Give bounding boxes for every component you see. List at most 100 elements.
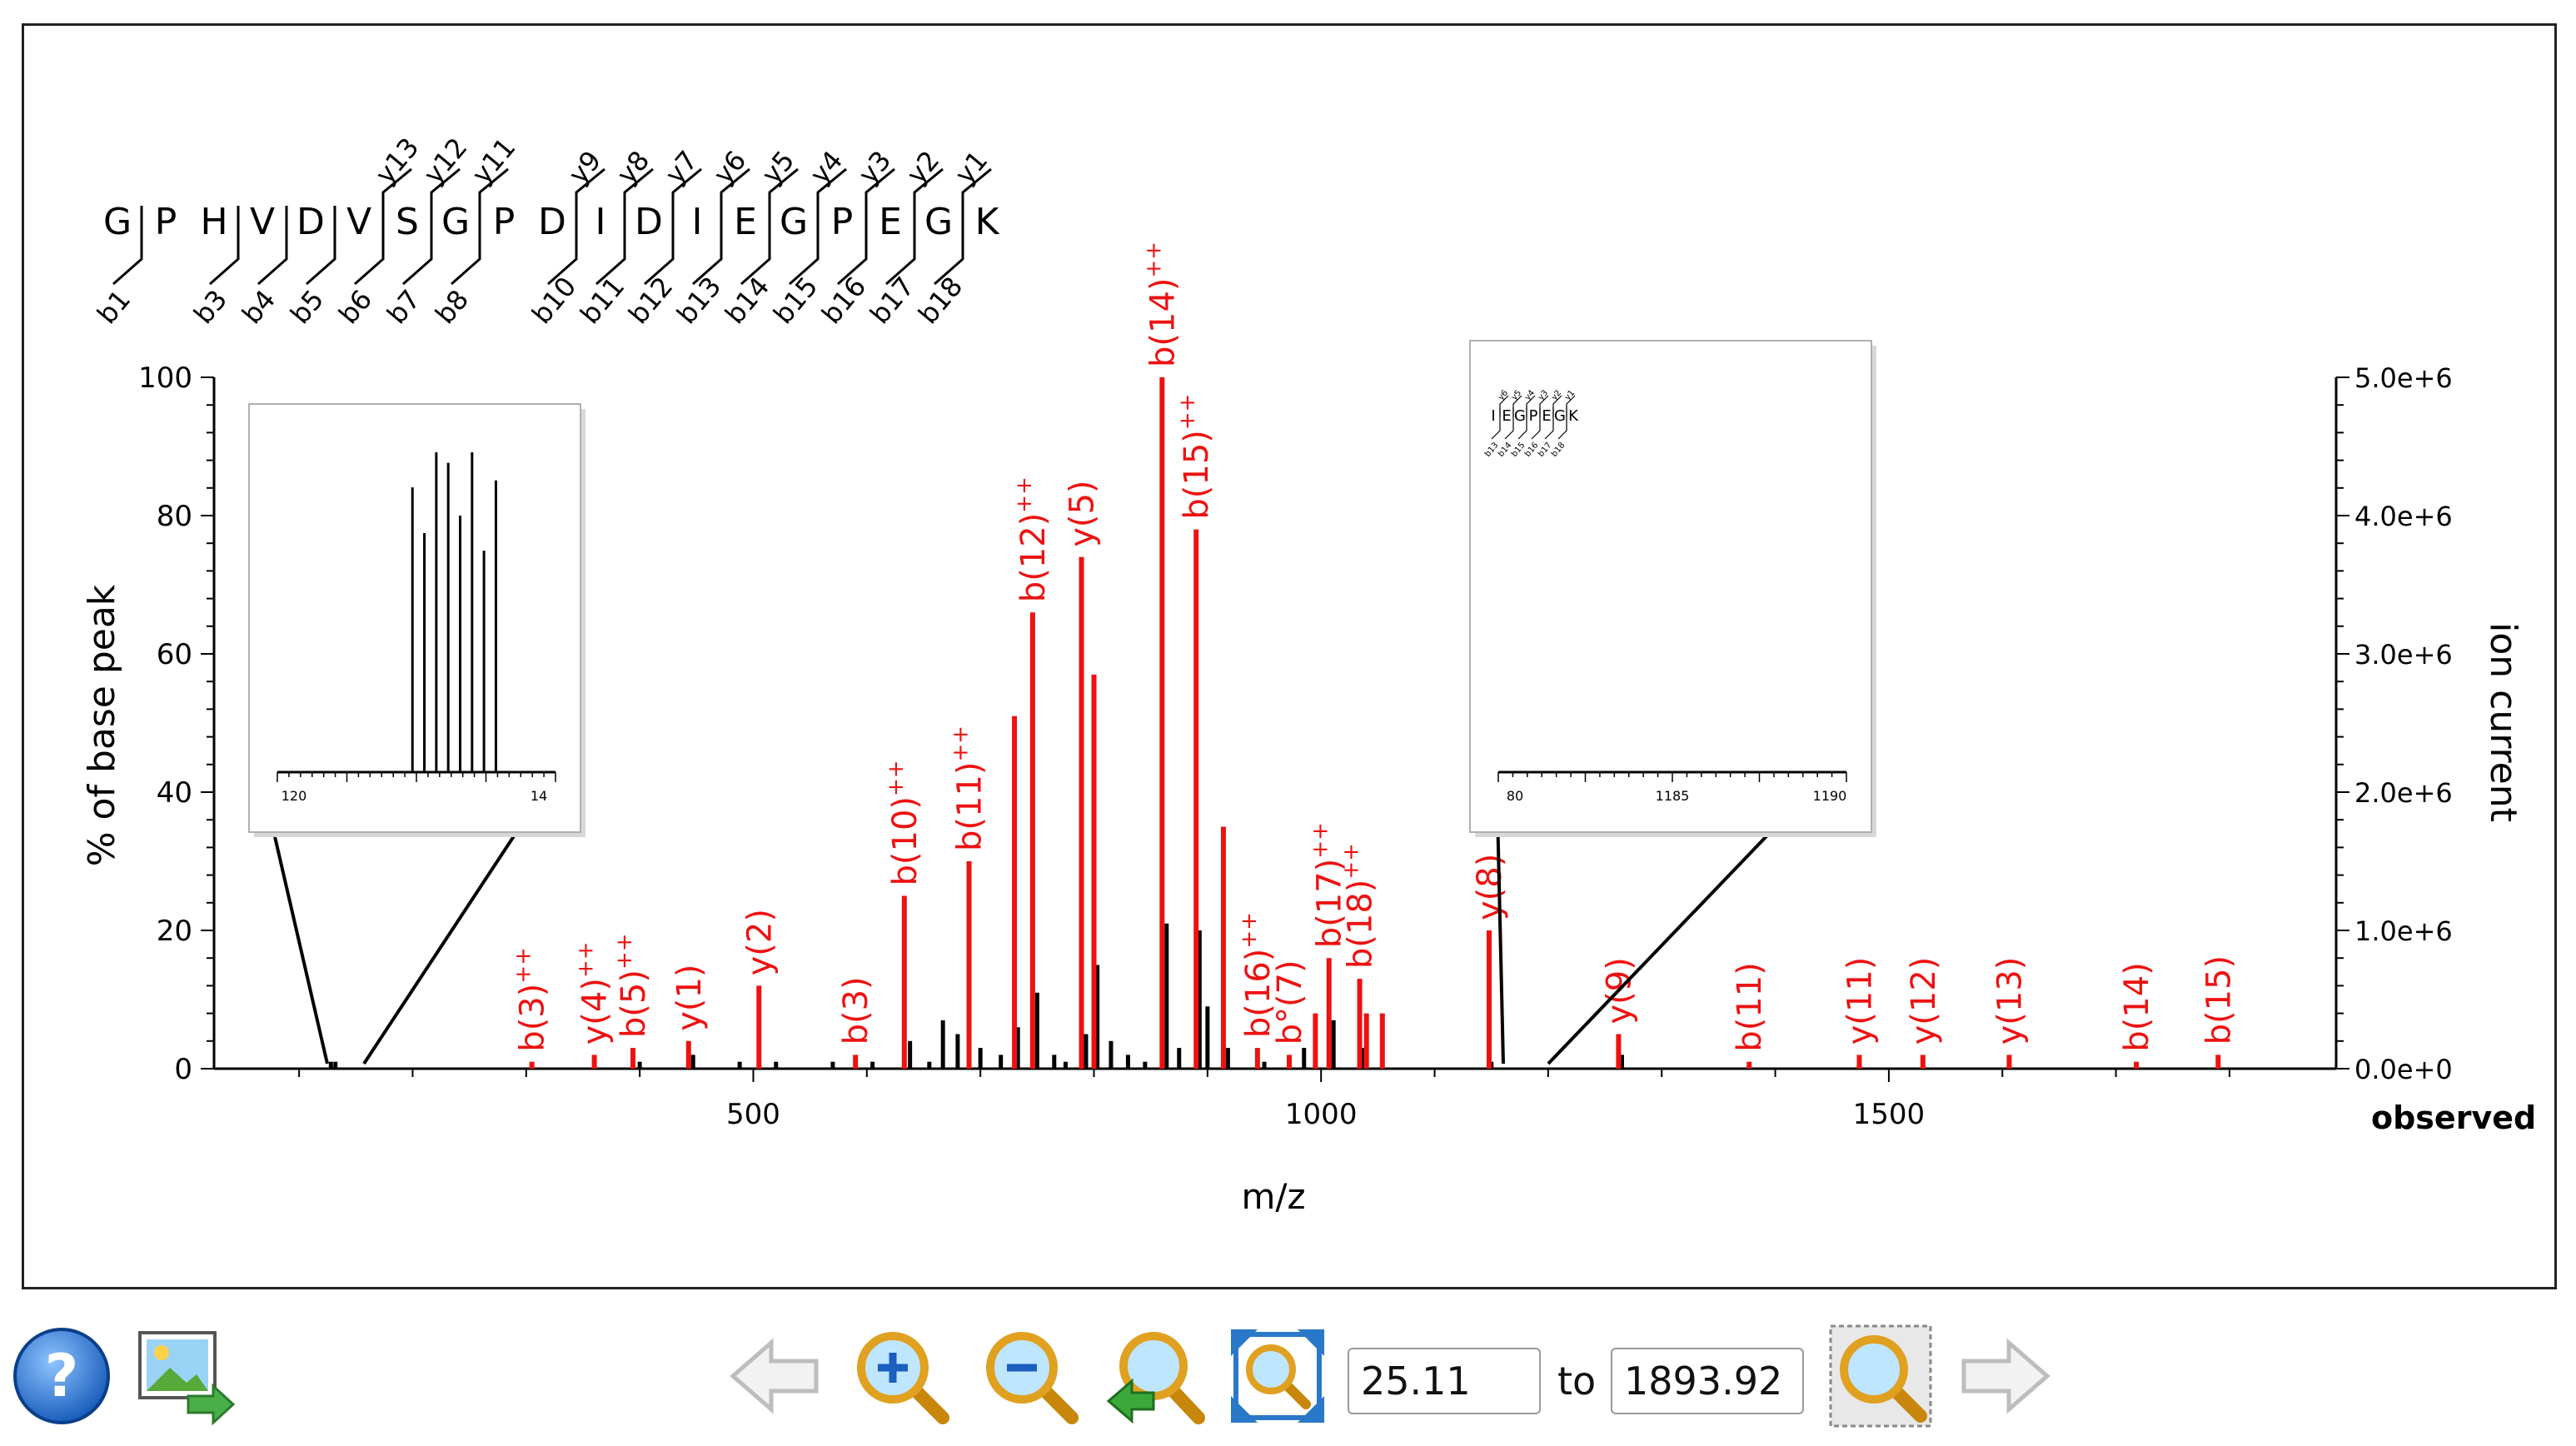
peak-label-ion: b(12): [1014, 513, 1053, 603]
residue: P: [493, 201, 516, 243]
svg-text:?: ?: [45, 1342, 79, 1410]
zoom-apply-button[interactable]: [1829, 1324, 1932, 1428]
peak-label: b(12)++: [1012, 476, 1053, 602]
peak-label-group: y(8): [1471, 854, 1509, 920]
back-button[interactable]: [725, 1324, 828, 1428]
inset-residue: P: [1529, 407, 1538, 425]
y-tick-label: 80: [157, 500, 192, 533]
y-tick-label: 0: [174, 1053, 192, 1086]
residue: G: [780, 201, 808, 243]
range-to-label: to: [1557, 1359, 1597, 1404]
inset-residue: G: [1554, 407, 1566, 425]
peak-label: y(4)++: [574, 941, 615, 1045]
spectrum-chart[interactable]: 0 20 40 60 80 100 0.0e+0 1.0e+6 2.0e+6 3.0e+6 4.0e…: [24, 26, 2554, 1287]
inset-tick-label: 14: [531, 788, 547, 804]
b-ion-marker: [885, 206, 916, 286]
inset-b-marker: [1504, 407, 1514, 440]
peak-label: b(15)++: [1175, 394, 1216, 520]
inset-zoom-left: 120 14: [248, 403, 585, 1065]
residue: I: [692, 201, 703, 243]
peak-label-ion: b(11): [1731, 962, 1769, 1052]
y2-tick-label: 3.0e+6: [2354, 639, 2453, 671]
y2-tick-label: 2.0e+6: [2354, 777, 2453, 809]
zoom-previous-button[interactable]: [1104, 1324, 1207, 1428]
export-image-icon: [138, 1331, 236, 1426]
export-image-button[interactable]: [133, 1324, 237, 1428]
peak-label-group: y(13): [1991, 957, 2029, 1045]
x-tick-label: 1000: [1285, 1098, 1358, 1131]
peak-label-group: b(11)++: [949, 725, 989, 851]
forward-button[interactable]: [1952, 1324, 2055, 1428]
residue: V: [250, 201, 275, 243]
residue: V: [346, 201, 371, 243]
peak-label-ion: b(11): [951, 762, 989, 852]
zoom-fit-button[interactable]: [1226, 1324, 1329, 1428]
zoom-in-button[interactable]: [850, 1324, 953, 1428]
peak-label-group: b°(7): [1271, 960, 1309, 1045]
inset-residue: E: [1502, 407, 1511, 425]
peak-label-group: b(15)++: [1175, 394, 1216, 520]
b-ion-marker: [692, 206, 723, 286]
back-arrow-icon: [730, 1338, 819, 1414]
peak-label-charge: ++: [1339, 843, 1364, 880]
residue: P: [155, 201, 177, 243]
peak-label-group: y(12): [1905, 957, 1943, 1045]
zoom-fit-icon: [1231, 1329, 1324, 1423]
y-ion-label: y7: [659, 145, 704, 191]
x-tick-label: 500: [726, 1098, 780, 1131]
y-ion-label: y11: [466, 132, 521, 190]
peak-label-group: b(16)++: [1237, 912, 1278, 1038]
peak-label-charge: ++: [1237, 912, 1262, 949]
inset-box: [248, 403, 581, 833]
b-ion-label: b7: [381, 284, 426, 331]
inset-b-marker: [1531, 407, 1541, 440]
b-ion-label: b13: [670, 271, 727, 330]
b-ion-marker: [837, 206, 868, 286]
b-ion-marker: [306, 206, 336, 286]
peak-label-charge: ++: [884, 760, 909, 796]
y-tick-label: 20: [157, 915, 192, 948]
y-ion-label: y12: [417, 132, 473, 190]
peak-label-ion: b(14): [1144, 278, 1182, 368]
residue: D: [538, 201, 566, 243]
peak-label-group: y(4)++: [574, 941, 615, 1045]
peak-label-ion: y(1): [670, 964, 709, 1030]
peak-label-charge: ++: [1308, 822, 1333, 859]
b-ion-label: b6: [332, 284, 378, 331]
inset-residue: K: [1568, 407, 1579, 425]
y2-tick-label: 0.0e+0: [2354, 1054, 2453, 1085]
b-ion-label: b1: [91, 284, 137, 331]
peak-label-charge: ++: [949, 725, 974, 762]
peak-label: y(13): [1991, 957, 2029, 1045]
peak-label-group: b(11): [1731, 962, 1769, 1052]
help-button[interactable]: ?: [10, 1324, 113, 1428]
spectrum-panel: 0 20 40 60 80 100 0.0e+0 1.0e+6 2.0e+6 3.0e+6 4.0e…: [22, 23, 2557, 1289]
inset-tick-label: 1190: [1813, 788, 1847, 804]
b-ion-label: b8: [429, 284, 475, 331]
b-ion-label: b10: [526, 271, 582, 330]
peak-label-ion: b(16): [1239, 949, 1278, 1039]
peak-label: y(5): [1064, 480, 1102, 546]
y-ion-label: y9: [562, 145, 607, 191]
peak-label-charge: ++: [1141, 242, 1166, 278]
residue: D: [635, 201, 663, 243]
peak-label-group: b(17)++: [1308, 822, 1349, 948]
b-ion-marker: [595, 206, 626, 286]
peak-label-charge: ++: [1012, 476, 1037, 513]
peak-label-group: b(12)++: [1012, 476, 1053, 602]
inset-tick-label: 120: [282, 788, 307, 804]
inset-b-marker: [1557, 407, 1567, 440]
peak-label: b(3)++: [511, 947, 552, 1052]
peak-label-group: b(14): [2118, 962, 2156, 1052]
b-ion-marker: [789, 206, 820, 286]
zoom-out-button[interactable]: [979, 1324, 1082, 1428]
range-to-input[interactable]: [1611, 1348, 1804, 1414]
b-ion-marker: [354, 206, 385, 286]
inset-b-marker: [1491, 407, 1501, 440]
plot-area: 0 20 40 60 80 100 0.0e+0 1.0e+6 2.0e+6 3.0e+6 4.0e…: [81, 242, 2536, 1217]
zoom-in-icon: [857, 1332, 949, 1424]
peak-label-ion: b(5): [615, 970, 653, 1038]
residue: G: [103, 201, 132, 243]
range-from-input[interactable]: [1348, 1348, 1541, 1414]
inset-residue: E: [1542, 407, 1551, 425]
